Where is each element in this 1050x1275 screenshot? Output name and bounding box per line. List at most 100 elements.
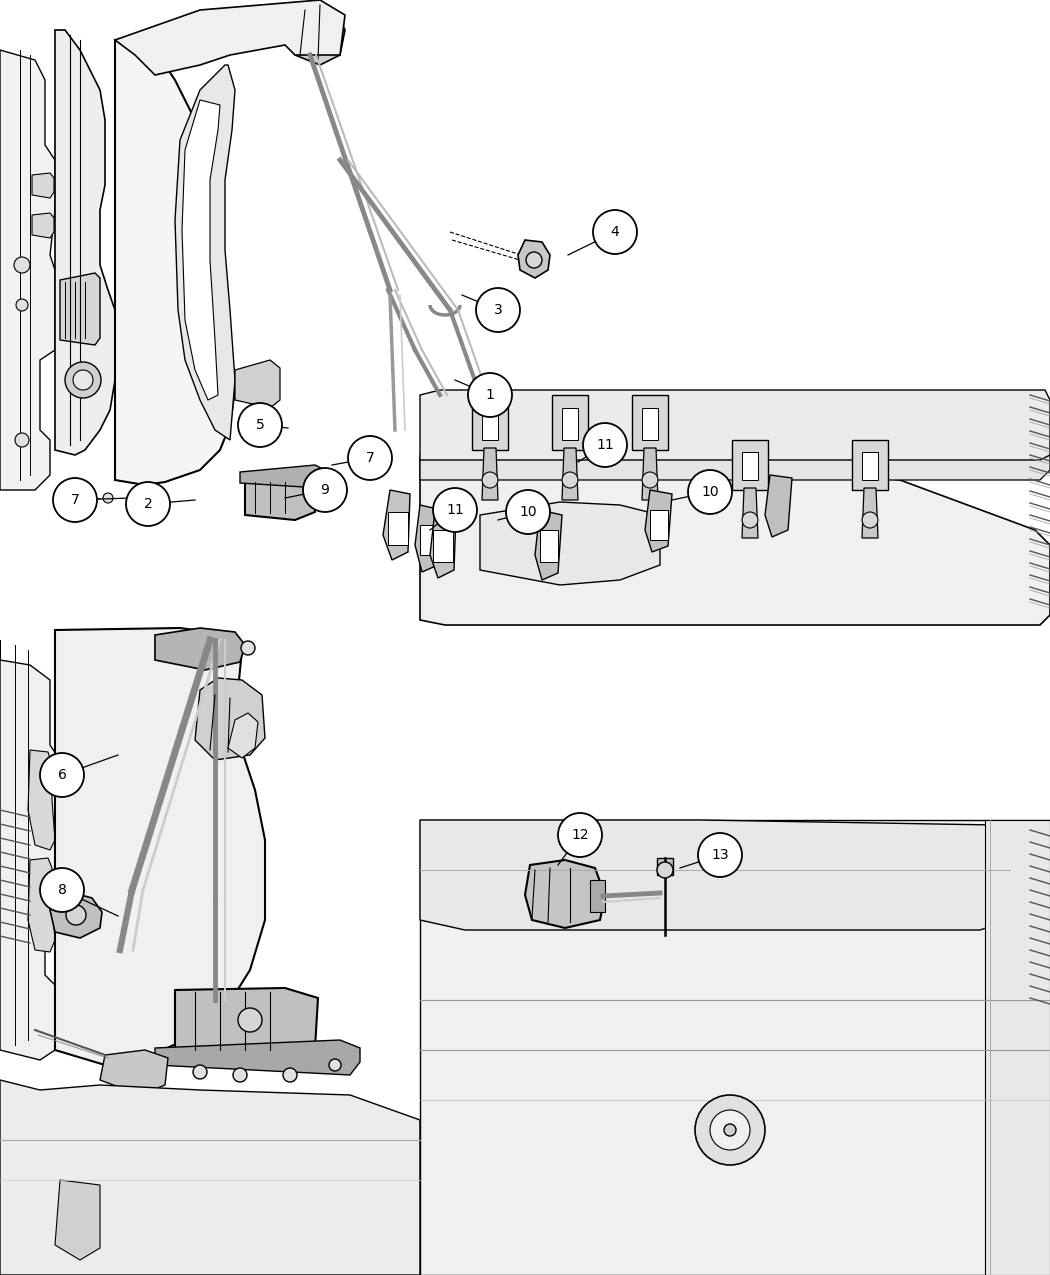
- Circle shape: [433, 488, 477, 532]
- Circle shape: [698, 833, 742, 877]
- Circle shape: [710, 1111, 750, 1150]
- Polygon shape: [175, 988, 318, 1058]
- Circle shape: [193, 1065, 207, 1079]
- Polygon shape: [480, 502, 660, 585]
- Text: 1: 1: [485, 388, 495, 402]
- Circle shape: [583, 423, 627, 467]
- Polygon shape: [155, 629, 245, 669]
- Polygon shape: [765, 476, 792, 537]
- Polygon shape: [60, 273, 100, 346]
- Text: 4: 4: [611, 224, 619, 238]
- Text: 6: 6: [58, 768, 66, 782]
- Circle shape: [16, 300, 28, 311]
- Polygon shape: [383, 490, 410, 560]
- Polygon shape: [285, 5, 345, 65]
- Circle shape: [284, 1068, 297, 1082]
- Circle shape: [558, 813, 602, 857]
- Polygon shape: [182, 99, 220, 400]
- Polygon shape: [642, 408, 658, 440]
- Polygon shape: [985, 820, 1050, 1275]
- Polygon shape: [862, 453, 878, 479]
- Text: 10: 10: [519, 505, 537, 519]
- Circle shape: [724, 1125, 736, 1136]
- Polygon shape: [742, 453, 758, 479]
- Circle shape: [74, 370, 93, 390]
- Polygon shape: [472, 395, 508, 450]
- Polygon shape: [482, 408, 498, 440]
- Polygon shape: [632, 395, 668, 450]
- Polygon shape: [388, 513, 408, 544]
- Polygon shape: [195, 678, 265, 760]
- Text: 5: 5: [255, 418, 265, 432]
- Circle shape: [65, 362, 101, 398]
- Circle shape: [562, 472, 578, 488]
- Text: 13: 13: [711, 848, 729, 862]
- Circle shape: [14, 258, 30, 273]
- Circle shape: [103, 493, 113, 504]
- Circle shape: [242, 641, 255, 655]
- Text: 11: 11: [446, 504, 464, 516]
- Circle shape: [526, 252, 542, 268]
- Polygon shape: [657, 858, 673, 875]
- Polygon shape: [28, 858, 55, 952]
- Polygon shape: [562, 448, 578, 500]
- Circle shape: [468, 374, 512, 417]
- Polygon shape: [0, 1080, 420, 1275]
- Polygon shape: [536, 510, 562, 580]
- Circle shape: [506, 490, 550, 534]
- Polygon shape: [55, 629, 265, 1065]
- Polygon shape: [433, 530, 453, 562]
- Circle shape: [657, 862, 673, 878]
- Polygon shape: [55, 1179, 100, 1260]
- Circle shape: [742, 513, 758, 528]
- Circle shape: [52, 478, 97, 521]
- Circle shape: [593, 210, 637, 254]
- Circle shape: [66, 905, 86, 924]
- Polygon shape: [245, 470, 315, 520]
- Circle shape: [303, 468, 346, 513]
- Polygon shape: [55, 31, 116, 455]
- Polygon shape: [518, 240, 550, 278]
- Circle shape: [482, 472, 498, 488]
- Text: 2: 2: [144, 497, 152, 511]
- Text: 11: 11: [596, 439, 614, 453]
- Circle shape: [695, 1095, 765, 1165]
- Circle shape: [329, 1060, 341, 1071]
- Polygon shape: [0, 640, 60, 1060]
- Circle shape: [15, 434, 29, 448]
- Polygon shape: [525, 861, 605, 928]
- Circle shape: [40, 868, 84, 912]
- Polygon shape: [430, 510, 456, 578]
- Polygon shape: [420, 820, 1050, 1275]
- Polygon shape: [100, 1051, 168, 1095]
- Polygon shape: [642, 448, 658, 500]
- Text: 7: 7: [70, 493, 80, 507]
- Polygon shape: [862, 488, 878, 538]
- Text: 7: 7: [365, 451, 375, 465]
- Polygon shape: [32, 213, 54, 238]
- Polygon shape: [32, 173, 54, 198]
- Circle shape: [238, 1009, 262, 1031]
- Polygon shape: [28, 750, 55, 850]
- Polygon shape: [742, 488, 758, 538]
- Polygon shape: [482, 448, 498, 500]
- Polygon shape: [155, 1040, 360, 1075]
- Text: 10: 10: [701, 484, 719, 499]
- Polygon shape: [540, 530, 558, 562]
- Polygon shape: [175, 65, 235, 440]
- Polygon shape: [420, 820, 1015, 929]
- Polygon shape: [420, 390, 1050, 460]
- Polygon shape: [228, 713, 258, 759]
- Polygon shape: [116, 0, 345, 75]
- Polygon shape: [420, 525, 440, 555]
- Circle shape: [126, 482, 170, 527]
- Circle shape: [238, 403, 282, 448]
- Text: 3: 3: [494, 303, 502, 317]
- Polygon shape: [420, 458, 1050, 625]
- Circle shape: [476, 288, 520, 332]
- Polygon shape: [650, 510, 668, 541]
- Polygon shape: [50, 892, 102, 938]
- Circle shape: [233, 1068, 247, 1082]
- Circle shape: [862, 513, 878, 528]
- Text: 8: 8: [58, 884, 66, 898]
